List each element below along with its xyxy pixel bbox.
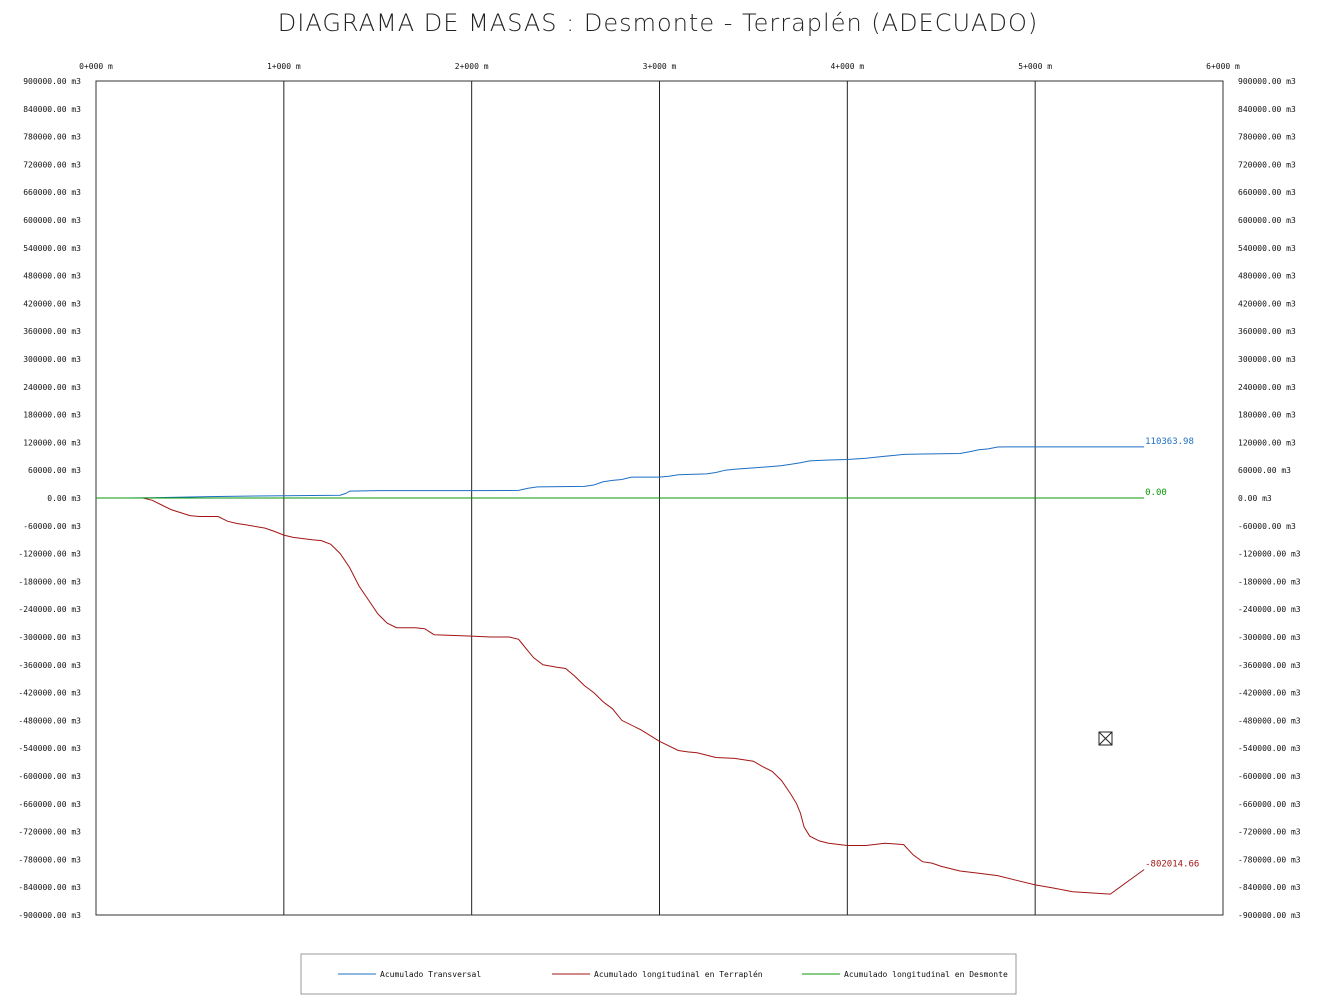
legend: Acumulado Transversal Acumulado longitudi… <box>300 953 1017 995</box>
y-tick-label-left: 240000.00 m3 <box>23 383 81 392</box>
y-tick-label-right: -120000.00 m3 <box>1238 550 1301 559</box>
x-tick-label: 3+000 m <box>643 62 677 71</box>
y-tick-label-left: 480000.00 m3 <box>23 272 81 281</box>
y-tick-label-left: -840000.00 m3 <box>18 883 81 892</box>
x-tick-label: 2+000 m <box>455 62 489 71</box>
y-tick-label-left: 780000.00 m3 <box>23 133 81 142</box>
y-tick-label-right: 0.00 m3 <box>1238 494 1272 503</box>
y-tick-label-right: -480000.00 m3 <box>1238 716 1301 725</box>
y-tick-label-right: 420000.00 m3 <box>1238 299 1296 308</box>
y-tick-label-right: -660000.00 m3 <box>1238 800 1301 809</box>
y-tick-label-right: -300000.00 m3 <box>1238 633 1301 642</box>
y-tick-label-right: 540000.00 m3 <box>1238 244 1296 253</box>
legend-label: Acumulado longitudinal en Terraplén <box>594 969 763 979</box>
y-tick-label-left: -300000.00 m3 <box>18 633 81 642</box>
y-tick-label-left: 120000.00 m3 <box>23 438 81 447</box>
x-tick-label: 6+000 m <box>1206 62 1240 71</box>
y-tick-label-left: 660000.00 m3 <box>23 188 81 197</box>
y-tick-label-left: -900000.00 m3 <box>18 911 81 920</box>
y-tick-label-right: -900000.00 m3 <box>1238 911 1301 920</box>
series-end-label: 0.00 <box>1145 488 1167 498</box>
y-tick-label-left: -480000.00 m3 <box>18 716 81 725</box>
y-tick-label-left: -600000.00 m3 <box>18 772 81 781</box>
y-tick-label-right: 360000.00 m3 <box>1238 327 1296 336</box>
series-end-label: 110363.98 <box>1145 437 1194 447</box>
y-tick-label-right: 600000.00 m3 <box>1238 216 1296 225</box>
y-axis-left-ticks: 900000.00 m3 840000.00 m3 780000.00 m3 7200… <box>18 77 81 920</box>
y-tick-label-right: -600000.00 m3 <box>1238 772 1301 781</box>
y-tick-label-left: -60000.00 m3 <box>23 522 81 531</box>
y-tick-label-left: 540000.00 m3 <box>23 244 81 253</box>
series-line <box>96 497 1145 895</box>
series-end-labels: 110363.98 -802014.66 0.00 <box>1145 437 1199 870</box>
y-tick-label-right: 900000.00 m3 <box>1238 77 1296 86</box>
y-axis-right-ticks: 900000.00 m3 840000.00 m3 780000.00 m3 7200… <box>1238 77 1301 920</box>
y-tick-label-right: 300000.00 m3 <box>1238 355 1296 364</box>
y-tick-label-left: 840000.00 m3 <box>23 105 81 114</box>
y-tick-label-left: -720000.00 m3 <box>18 828 81 837</box>
y-tick-label-right: 720000.00 m3 <box>1238 160 1296 169</box>
y-tick-label-left: -540000.00 m3 <box>18 744 81 753</box>
checkbox-icon[interactable] <box>1098 731 1113 746</box>
y-tick-label-left: 180000.00 m3 <box>23 411 81 420</box>
y-tick-label-right: -180000.00 m3 <box>1238 577 1301 586</box>
y-tick-label-left: -360000.00 m3 <box>18 661 81 670</box>
y-tick-label-left: -420000.00 m3 <box>18 689 81 698</box>
legend-label: Acumulado longitudinal en Desmonte <box>844 970 1008 979</box>
y-tick-label-left: -660000.00 m3 <box>18 800 81 809</box>
y-tick-label-right: -540000.00 m3 <box>1238 744 1301 753</box>
y-tick-label-left: 300000.00 m3 <box>23 355 81 364</box>
x-tick-label: 0+000 m <box>79 62 113 71</box>
y-tick-label-left: 0.00 m3 <box>47 494 81 503</box>
y-tick-label-right: 840000.00 m3 <box>1238 105 1296 114</box>
y-tick-label-left: -120000.00 m3 <box>18 550 81 559</box>
y-tick-label-right: -780000.00 m3 <box>1238 855 1301 864</box>
y-tick-label-right: 120000.00 m3 <box>1238 438 1296 447</box>
y-tick-label-right: -240000.00 m3 <box>1238 605 1301 614</box>
y-tick-label-right: -60000.00 m3 <box>1238 522 1296 531</box>
y-tick-label-right: -720000.00 m3 <box>1238 828 1301 837</box>
y-tick-label-left: 720000.00 m3 <box>23 160 81 169</box>
y-tick-label-right: 780000.00 m3 <box>1238 133 1296 142</box>
y-tick-label-right: 240000.00 m3 <box>1238 383 1296 392</box>
x-tick-label: 1+000 m <box>267 62 301 71</box>
y-tick-label-left: 360000.00 m3 <box>23 327 81 336</box>
y-tick-label-right: 60000.00 m3 <box>1238 466 1291 475</box>
y-tick-label-right: -360000.00 m3 <box>1238 661 1301 670</box>
y-tick-label-right: -840000.00 m3 <box>1238 883 1301 892</box>
y-tick-label-left: -180000.00 m3 <box>18 577 81 586</box>
y-tick-label-right: 660000.00 m3 <box>1238 188 1296 197</box>
y-tick-label-left: 600000.00 m3 <box>23 216 81 225</box>
y-tick-label-right: 480000.00 m3 <box>1238 272 1296 281</box>
y-tick-label-left: 420000.00 m3 <box>23 299 81 308</box>
y-tick-label-left: 60000.00 m3 <box>28 466 81 475</box>
y-tick-label-right: -420000.00 m3 <box>1238 689 1301 698</box>
x-axis-ticks: 0+000 m 1+000 m 2+000 m 3+000 m 4+000 m 5+000… <box>79 62 1240 71</box>
legend-label: Acumulado Transversal <box>380 970 481 979</box>
series-end-label: -802014.66 <box>1145 860 1199 870</box>
legend-box <box>300 953 1017 995</box>
chart-title: DIAGRAMA DE MASAS : Desmonte - Terraplén… <box>278 9 1038 37</box>
x-tick-label: 5+000 m <box>1018 62 1052 71</box>
y-tick-label-left: -240000.00 m3 <box>18 605 81 614</box>
series-line <box>96 446 1145 499</box>
y-tick-label-left: 900000.00 m3 <box>23 77 81 86</box>
series-lines <box>96 446 1145 895</box>
y-tick-label-left: -780000.00 m3 <box>18 855 81 864</box>
y-tick-label-right: 180000.00 m3 <box>1238 411 1296 420</box>
x-tick-label: 4+000 m <box>830 62 864 71</box>
